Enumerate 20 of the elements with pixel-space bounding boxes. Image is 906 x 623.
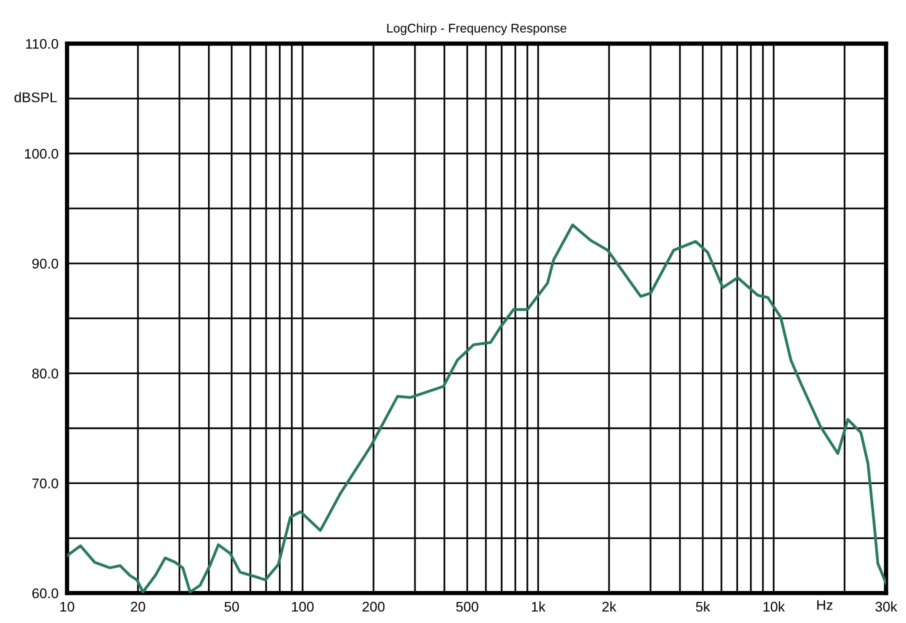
y-tick-label: 80.0: [32, 368, 58, 378]
chart-title: LogChirp - Frequency Response: [387, 23, 566, 36]
y-tick-label: 90.0: [32, 258, 58, 269]
x-tick-label: 5k: [696, 601, 710, 612]
x-tick-label: 10: [60, 602, 74, 612]
x-tick-label: 200: [362, 602, 385, 612]
y-tick-label: 60.0: [32, 588, 58, 598]
y-tick-label: 100.0: [25, 148, 58, 159]
x-tick-label: 50: [224, 602, 239, 612]
x-tick-label: 20: [130, 602, 146, 612]
y-tick-label: 70.0: [32, 478, 58, 488]
y-tick-label: 110.0: [26, 38, 58, 49]
x-tick-label: 100: [292, 602, 314, 612]
x-tick-label: 10k: [764, 601, 785, 612]
x-tick-label: 30k: [875, 601, 898, 612]
x-tick-label: 1k: [532, 601, 546, 612]
x-axis-title: Hz: [817, 600, 832, 610]
x-tick-label: 2k: [602, 601, 616, 612]
x-tick-label: 500: [456, 602, 478, 612]
y-axis-title: dBSPL: [14, 92, 57, 102]
